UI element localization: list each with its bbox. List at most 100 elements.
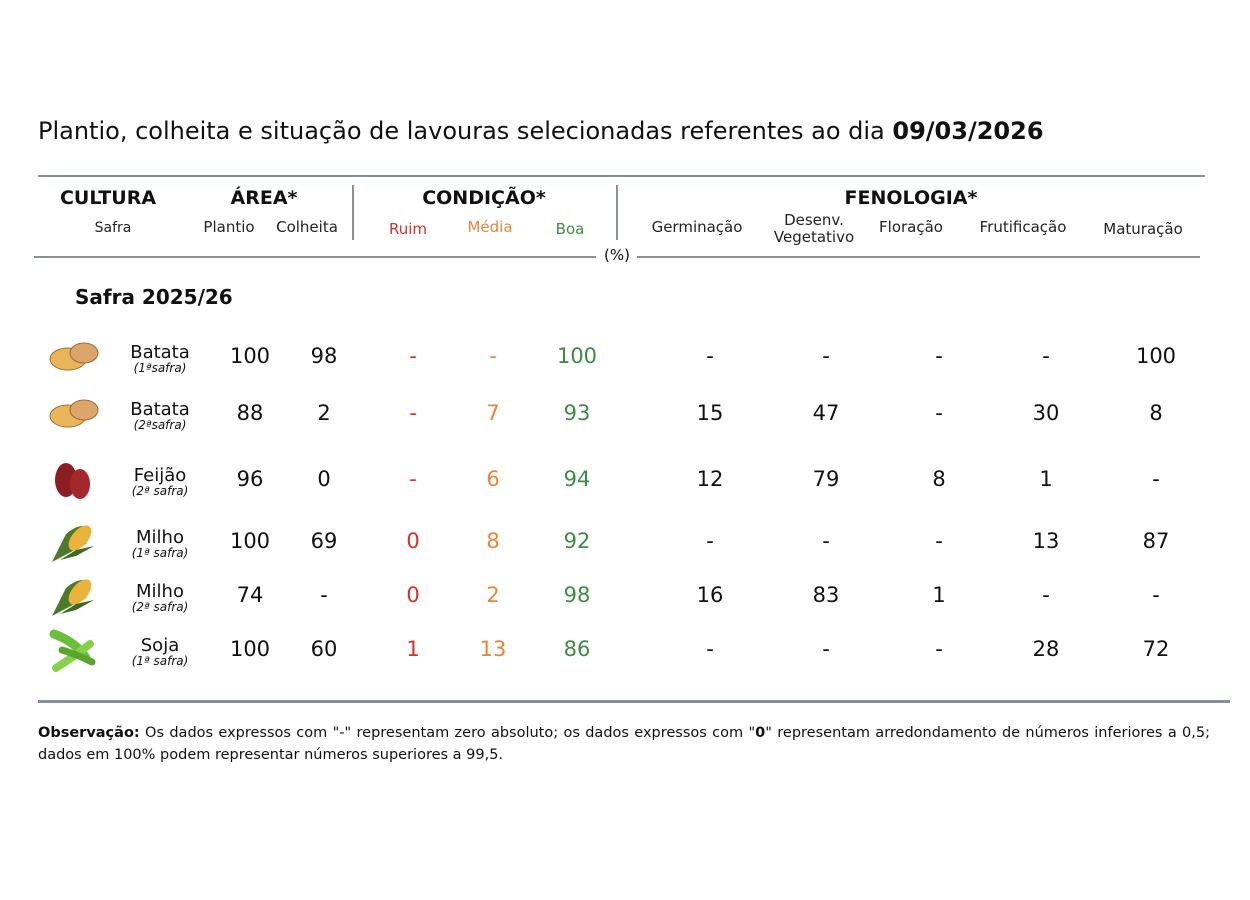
header-desenv-line1: Desenv. (784, 211, 844, 229)
cell-ruim: 0 (406, 529, 420, 553)
cell-frut: - (1042, 583, 1050, 607)
footnote-label: Observação: (38, 725, 140, 741)
header-cultura: CULTURA (59, 187, 157, 209)
crop-name-cell: Batata (1ªsafra) (130, 343, 190, 375)
cell-germ: - (706, 637, 714, 661)
crop-name: Milho (136, 527, 184, 548)
header-desenv-line2: Vegetativo (773, 228, 855, 246)
cell-boa: 92 (563, 529, 591, 553)
header-top-divider (38, 175, 1205, 177)
cell-flor: 8 (932, 467, 946, 491)
cell-mat: - (1152, 583, 1160, 607)
crop-name: Soja (140, 635, 180, 656)
cell-flor: 1 (932, 583, 946, 607)
cell-frut: 13 (1032, 529, 1060, 553)
crop-safra: (2ª safra) (131, 600, 189, 614)
cell-media: 7 (486, 401, 500, 425)
title-text: Plantio, colheita e situação de lavouras… (38, 117, 885, 145)
cell-desenv: - (822, 344, 830, 368)
cell-colheita: 60 (310, 637, 338, 661)
crop-name-cell: Soja (1ª safra) (132, 636, 189, 668)
cell-desenv: - (822, 529, 830, 553)
crop-name-cell: Feijão (2ª safra) (132, 466, 189, 498)
crop-name: Batata (130, 342, 190, 363)
cell-germ: 15 (696, 401, 724, 425)
cell-germ: - (706, 344, 714, 368)
potato-icon (46, 392, 102, 436)
bean-icon (46, 458, 102, 508)
cell-colheita: - (320, 583, 328, 607)
cell-boa: 100 (556, 344, 598, 368)
cell-germ: - (706, 529, 714, 553)
cell-ruim: 1 (406, 637, 420, 661)
crop-safra: (1ª safra) (131, 546, 189, 560)
cell-ruim: - (409, 467, 417, 491)
cell-mat: - (1152, 467, 1160, 491)
cell-colheita: 0 (317, 467, 331, 491)
cell-media: - (489, 344, 497, 368)
cell-frut: - (1042, 344, 1050, 368)
title-date: 09/03/2026 (892, 117, 1044, 145)
corn-icon (46, 520, 102, 570)
crop-name: Feijão (133, 465, 187, 486)
cell-boa: 86 (563, 637, 591, 661)
cell-mat: 87 (1142, 529, 1170, 553)
header-germinacao: Germinação (651, 218, 743, 236)
cell-ruim: - (409, 344, 417, 368)
header-ruim: Ruim (388, 220, 428, 238)
cell-mat: 100 (1135, 344, 1177, 368)
table-bottom-divider (38, 700, 1230, 703)
cell-plantio: 100 (229, 637, 271, 661)
header-frutificacao: Frutificação (979, 218, 1067, 236)
divider (352, 185, 354, 240)
cell-ruim: 0 (406, 583, 420, 607)
footnote-text: Os dados expressos com "-" representam z… (139, 725, 756, 741)
cell-ruim: - (409, 401, 417, 425)
cell-plantio: 88 (236, 401, 264, 425)
corn-icon (46, 574, 102, 624)
cell-germ: 12 (696, 467, 724, 491)
crop-name: Batata (130, 399, 190, 420)
crop-name-cell: Milho (2ª safra) (132, 582, 189, 614)
cell-media: 13 (479, 637, 507, 661)
header-floracao: Floração (879, 218, 943, 236)
cell-flor: - (935, 344, 943, 368)
cell-flor: - (935, 401, 943, 425)
crop-name-cell: Milho (1ª safra) (132, 528, 189, 560)
crop-safra: (1ªsafra) (133, 361, 187, 375)
cell-mat: 8 (1149, 401, 1163, 425)
cell-colheita: 2 (317, 401, 331, 425)
cell-colheita: 98 (310, 344, 338, 368)
footnote-text: " representam arredondamento de números … (38, 725, 1210, 763)
page-title: Plantio, colheita e situação de lavouras… (38, 117, 1044, 145)
crop-safra: (2ª safra) (131, 484, 189, 498)
section-title: Safra 2025/26 (75, 285, 233, 309)
cell-flor: - (935, 529, 943, 553)
cell-desenv: 79 (812, 467, 840, 491)
cell-boa: 93 (563, 401, 591, 425)
divider (616, 185, 618, 240)
header-media: Média (467, 218, 513, 236)
crop-name: Milho (136, 581, 184, 602)
soybean-icon (46, 628, 102, 678)
unit-label: (%) (604, 246, 630, 264)
header-bottom-divider (637, 256, 1200, 258)
cell-desenv: - (822, 637, 830, 661)
cell-colheita: 69 (310, 529, 338, 553)
crop-safra: (2ªsafra) (133, 418, 187, 432)
crop-safra: (1ª safra) (131, 654, 189, 668)
footnote: Observação: Os dados expressos com "-" r… (38, 722, 1210, 766)
cell-plantio: 96 (236, 467, 264, 491)
footnote-zero: 0 (755, 725, 766, 741)
header-bottom-divider (34, 256, 596, 258)
cell-frut: 1 (1039, 467, 1053, 491)
cell-desenv: 47 (812, 401, 840, 425)
cell-plantio: 100 (229, 529, 271, 553)
cell-boa: 98 (563, 583, 591, 607)
cell-plantio: 100 (229, 344, 271, 368)
cell-media: 8 (486, 529, 500, 553)
cell-frut: 30 (1032, 401, 1060, 425)
cell-boa: 94 (563, 467, 591, 491)
crop-name-cell: Batata (2ªsafra) (130, 400, 190, 432)
